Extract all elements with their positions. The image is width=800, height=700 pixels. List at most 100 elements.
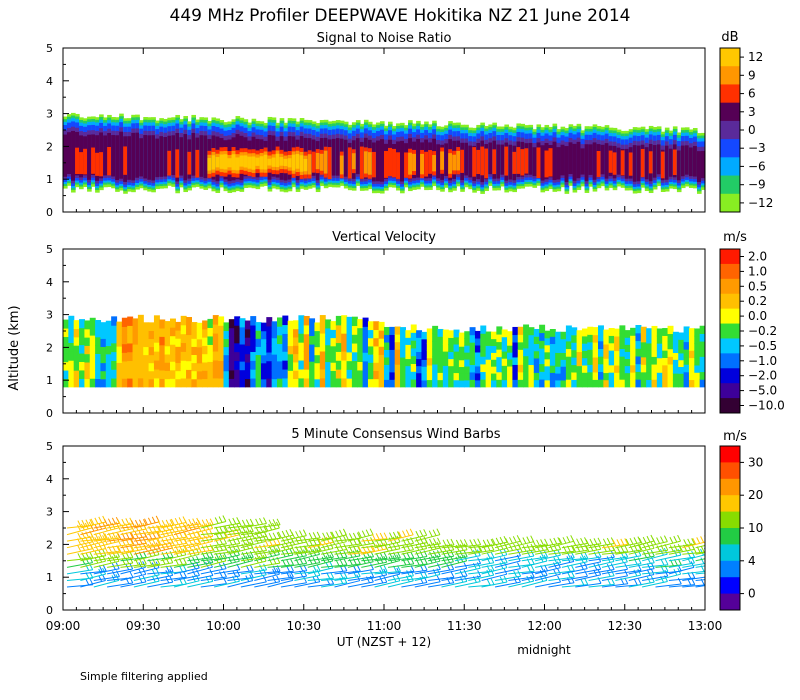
vv-cell — [426, 357, 433, 366]
vv-cell — [614, 357, 620, 366]
wind-barb-flag — [111, 522, 116, 530]
wind-barb-flag — [196, 569, 200, 576]
wind-barb-flag — [673, 544, 678, 552]
vv-cell — [501, 372, 508, 381]
wind-barbs-layer — [66, 515, 705, 588]
vv-cell — [68, 333, 75, 343]
wind-barb-flag — [415, 551, 420, 559]
vv-cell — [116, 337, 123, 347]
vv-cell — [175, 321, 182, 331]
wind-barb-flag — [326, 532, 331, 539]
wind-barb-flag — [477, 538, 482, 545]
vv-cell — [191, 322, 198, 331]
wind-barb-flag — [437, 537, 441, 545]
vv-cell — [507, 338, 513, 346]
snr-cell — [279, 157, 285, 166]
vv-cell — [678, 373, 685, 381]
vv-cell — [624, 337, 631, 345]
x-tick-label: 10:30 — [286, 619, 321, 633]
colorbar-swatch-wb — [720, 560, 740, 578]
vv-cell — [63, 361, 69, 371]
x-tick-label: 13:00 — [688, 619, 723, 633]
vv-cell — [624, 372, 631, 381]
snr-cell — [331, 138, 337, 176]
colorbar-label-snr: 9 — [748, 68, 756, 82]
wind-barb-flag — [290, 558, 294, 566]
wind-barb-flag — [90, 518, 95, 526]
vv-cell — [341, 359, 348, 370]
vv-cell — [73, 378, 80, 388]
wind-barb-flag — [371, 533, 376, 541]
vv-cell — [507, 365, 513, 374]
vv-cell — [79, 327, 85, 337]
vv-cell — [507, 331, 513, 339]
wind-barb-flag — [308, 545, 313, 552]
vv-cell — [132, 344, 139, 354]
vv-cell — [581, 372, 588, 381]
vv-cell — [84, 370, 91, 380]
vv-cell — [277, 326, 283, 336]
vv-cell — [448, 365, 455, 374]
vv-cell — [512, 364, 519, 373]
wind-barb-flag — [255, 552, 260, 559]
vv-cell — [196, 330, 203, 340]
vv-cell — [362, 317, 369, 327]
wind-barb-flag — [286, 559, 290, 566]
vv-cell — [127, 334, 134, 344]
wind-barb-flag — [553, 543, 558, 551]
vv-cell — [314, 322, 321, 332]
snr-cell — [636, 145, 642, 182]
vv-cell — [614, 350, 620, 359]
vv-cell — [357, 352, 364, 362]
vv-cell — [218, 369, 225, 379]
vv-cell — [351, 342, 358, 353]
vv-cell — [501, 336, 508, 345]
wind-barb-flag — [312, 565, 317, 572]
vv-cell — [432, 363, 439, 373]
vv-cell — [517, 349, 524, 358]
vv-cell — [576, 379, 583, 388]
vv-cell — [186, 378, 192, 388]
wind-barb-shaft — [454, 563, 481, 568]
vv-cell — [688, 372, 695, 381]
vv-cell — [293, 370, 299, 380]
snr-cell — [536, 147, 542, 179]
colorbar-label-vv: 1.0 — [748, 264, 767, 278]
wind-barb-flag — [602, 545, 607, 552]
vv-cell — [421, 352, 428, 360]
vv-cell — [656, 328, 663, 337]
wind-barb-flag — [291, 538, 296, 545]
vv-cell — [335, 324, 342, 335]
snr-cell — [592, 142, 598, 180]
wind-barb-flag — [343, 550, 348, 558]
vv-cell — [127, 351, 134, 362]
snr-cell — [508, 144, 513, 180]
wind-barb-shaft — [695, 572, 705, 575]
vv-cell — [453, 358, 460, 366]
vv-cell — [507, 379, 513, 388]
wind-barb-flag — [490, 578, 495, 585]
vv-cell — [565, 325, 572, 334]
vv-cell — [469, 327, 476, 336]
snr-cell — [319, 153, 325, 171]
vv-cell — [496, 364, 503, 373]
y-tick-label-vv: 3 — [46, 309, 53, 322]
vv-cell — [330, 321, 337, 330]
vv-cell — [555, 352, 562, 360]
wind-barb-flag — [505, 545, 510, 552]
vv-cell — [346, 325, 353, 335]
vv-cell — [442, 329, 449, 338]
wind-barb-flag — [277, 531, 282, 539]
vv-cell — [309, 378, 316, 388]
vv-cell — [346, 369, 353, 379]
wind-barb-flag — [192, 537, 197, 545]
vv-cell — [453, 365, 460, 374]
vv-cell — [496, 371, 503, 380]
wind-barb-flag — [259, 517, 263, 525]
vv-cell — [207, 318, 214, 328]
wind-barb-flag — [291, 546, 296, 554]
vv-cell — [170, 335, 176, 345]
vv-cell — [571, 349, 578, 358]
wind-barb-flag — [316, 575, 321, 583]
